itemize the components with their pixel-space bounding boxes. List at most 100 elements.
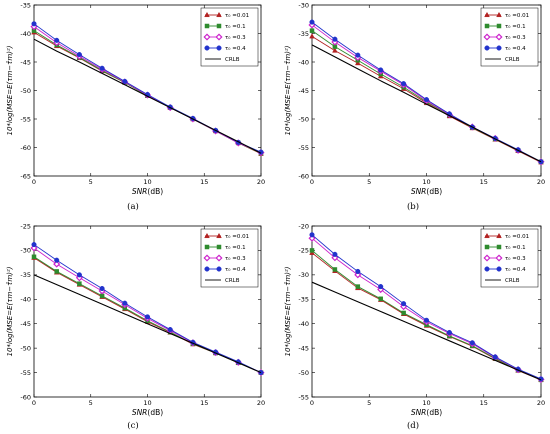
data-point — [401, 301, 407, 307]
data-point — [423, 317, 430, 323]
legend-marker — [204, 45, 210, 51]
data-point — [355, 284, 361, 289]
x-axis-label-var: SNR — [132, 408, 148, 417]
legend-label-2: τ₀ =0.1 — [225, 24, 246, 30]
x-axis-label: SNR(dB) — [132, 187, 163, 196]
x-axis-label-unit: (dB) — [426, 408, 442, 417]
y-tick-label: -45 — [298, 87, 309, 95]
legend-marker — [496, 45, 502, 51]
y-axis-label: 10*log(MSE=E(τm−τ̂m)²) — [284, 266, 292, 356]
data-point — [423, 97, 430, 103]
data-point — [31, 21, 37, 27]
y-tick-label: -40 — [20, 296, 31, 304]
x-axis-label: SNR(dB) — [132, 408, 163, 417]
data-point — [309, 19, 315, 25]
legend-label-1: τ₀ =0.01 — [505, 234, 529, 240]
x-tick-label: 20 — [257, 399, 265, 407]
y-tick-label: -30 — [298, 271, 309, 279]
legend-label-4: τ₀ =0.4 — [225, 46, 246, 52]
chart-panel-1: 0 5 10 15 20 -65 -60 -55 -50 -45 -40 -35 τ₀ =0.01 τ₀ … — [6, 1, 265, 212]
legend-label-3: τ₀ =0.3 — [225, 35, 246, 41]
y-tick-label: -40 — [298, 320, 309, 328]
data-point — [332, 36, 338, 42]
y-tick-label: -50 — [298, 369, 309, 377]
legend-marker — [495, 254, 503, 262]
legend-label-2: τ₀ =0.1 — [505, 245, 526, 251]
legend-marker — [216, 266, 222, 272]
legend-label-5: CRLB — [505, 57, 520, 63]
legend-marker — [215, 33, 223, 41]
data-point — [332, 251, 338, 257]
y-tick-label: -35 — [298, 296, 309, 304]
y-tick-label: -55 — [298, 393, 309, 401]
legend-marker — [496, 23, 502, 29]
legend-marker — [216, 23, 222, 29]
legend-label-3: τ₀ =0.3 — [505, 35, 526, 41]
y-tick-label: -20 — [298, 222, 309, 230]
legend-marker — [484, 11, 490, 18]
y-tick-label: -25 — [298, 247, 309, 255]
data-point — [54, 37, 60, 43]
data-point — [355, 268, 361, 274]
legend-marker — [484, 266, 490, 272]
legend-marker — [496, 244, 502, 250]
y-tick-label: -30 — [298, 1, 309, 9]
legend-marker — [496, 232, 502, 239]
data-point — [354, 60, 361, 66]
panel-caption: (c) — [127, 420, 138, 431]
chart-panel-3: 0 5 10 15 20 -60 -55 -50 -45 -40 -35 -30 -25 τ₀ =0.01… — [6, 222, 265, 431]
legend-label-1: τ₀ =0.01 — [505, 13, 529, 19]
x-axis-label: SNR(dB) — [411, 408, 442, 417]
legend-marker — [204, 232, 210, 239]
panel-caption: (b) — [407, 201, 419, 212]
data-point — [54, 269, 59, 274]
data-point — [144, 314, 151, 320]
data-point — [31, 242, 37, 248]
legend-label-2: τ₀ =0.1 — [505, 24, 526, 30]
x-axis-label-var: SNR — [411, 408, 427, 417]
legend-label-5: CRLB — [505, 278, 520, 284]
data-point — [99, 285, 105, 292]
data-point — [54, 257, 60, 263]
data-point — [355, 52, 361, 58]
legend-marker — [204, 266, 210, 272]
legend-label-4: τ₀ =0.4 — [505, 267, 526, 273]
data-point — [469, 340, 475, 346]
y-axis-label: 10*log(MSE=E(τm−τ̂m)²) — [284, 45, 292, 135]
x-tick-label: 0 — [310, 178, 314, 186]
data-point — [309, 28, 315, 33]
y-tick-label: -60 — [20, 144, 31, 152]
legend-label-3: τ₀ =0.3 — [505, 256, 526, 262]
x-tick-label: 5 — [367, 178, 371, 186]
legend-label-2: τ₀ =0.1 — [225, 245, 246, 251]
chart-panel-4: 0 5 10 15 20 -55 -50 -45 -40 -35 -30 -25 -20 τ₀ =0.01… — [284, 222, 545, 431]
data-point — [30, 244, 38, 252]
legend-marker — [483, 33, 491, 41]
data-point — [401, 310, 406, 316]
panel-caption: (a) — [127, 201, 139, 212]
y-tick-label: -50 — [20, 87, 31, 95]
x-tick-label: 10 — [422, 399, 430, 407]
x-axis-label-unit: (dB) — [147, 408, 163, 417]
data-point — [309, 33, 315, 39]
data-point — [332, 267, 338, 272]
x-tick-label: 10 — [422, 178, 430, 186]
y-tick-label: -40 — [298, 58, 309, 66]
x-tick-label: 15 — [200, 178, 208, 186]
legend-label-4: τ₀ =0.4 — [225, 267, 246, 273]
data-point — [332, 47, 338, 53]
y-tick-label: -35 — [298, 30, 309, 38]
panel-caption: (d) — [407, 420, 419, 431]
y-axis-label: 10*log(MSE=E(τm−τ̂m)²) — [6, 45, 14, 135]
data-point — [309, 248, 315, 253]
legend-marker — [204, 11, 210, 18]
y-tick-label: -65 — [20, 172, 31, 180]
series-line-5 — [33, 274, 262, 374]
y-axis-label: 10*log(MSE=E(τm−τ̂m)²) — [6, 266, 14, 356]
series-line-5 — [311, 44, 542, 163]
legend-marker — [216, 11, 222, 18]
legend-marker — [215, 254, 223, 262]
data-point — [378, 284, 384, 290]
legend-marker — [216, 232, 222, 239]
y-tick-label: -60 — [20, 393, 31, 401]
